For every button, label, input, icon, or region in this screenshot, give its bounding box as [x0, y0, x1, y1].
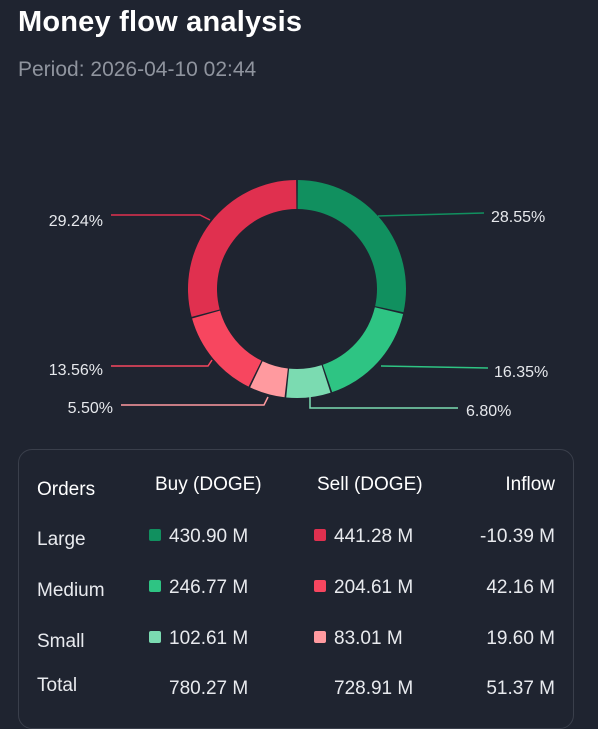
leader-line-buy-large [377, 212, 485, 217]
sell-large-swatch [314, 529, 326, 541]
row-medium-sell: 204.61 M [314, 577, 413, 599]
leader-line-sell-large [111, 214, 211, 221]
header-sell: Sell (DOGE) [317, 474, 423, 495]
row-small-sell: 83.01 M [314, 628, 403, 650]
leader-line-sell-medium [111, 359, 213, 367]
row-total-sell: 728.91 M [334, 678, 414, 699]
leader-line-buy-medium [380, 365, 489, 369]
donut-slice-sell-medium[interactable] [192, 310, 262, 387]
header-orders: Orders [37, 479, 96, 500]
donut-slice-buy-medium[interactable] [322, 307, 404, 393]
sell-small-swatch [314, 631, 326, 643]
row-total-inflow: 51.37 M [486, 678, 555, 699]
row-medium-buy: 246.77 M [149, 577, 248, 599]
donut-slice-buy-small[interactable] [286, 365, 331, 398]
donut-slice-sell-large[interactable] [188, 180, 297, 317]
row-large-buy: 430.90 M [149, 526, 248, 548]
header-inflow: Inflow [505, 474, 555, 495]
period-text: Period: 2026-04-10 02:44 [18, 58, 256, 82]
money-flow-donut-chart: 28.55% 16.35% 6.80% 5.50% 13.56% 29.24% [49, 180, 548, 420]
slice-label-sell-small: 5.50% [68, 400, 113, 417]
row-small-buy: 102.61 M [149, 628, 248, 650]
period-label: Period: [18, 58, 85, 81]
row-small-label: Small [37, 631, 85, 652]
slice-label-buy-medium: 16.35% [494, 364, 548, 381]
row-total-label: Total [37, 675, 78, 696]
row-total-buy: 780.27 M [169, 678, 249, 699]
slice-label-buy-large: 28.55% [491, 209, 545, 226]
donut-slice-buy-large[interactable] [297, 180, 406, 313]
buy-large-swatch [149, 529, 161, 541]
row-large-inflow: -10.39 M [480, 526, 555, 547]
period-value: 2026-04-10 02:44 [90, 58, 257, 81]
slice-label-sell-medium: 13.56% [49, 362, 103, 379]
orders-table-card: Orders Buy (DOGE) Sell (DOGE) Inflow Lar… [18, 449, 574, 729]
page-title: Money flow analysis [18, 6, 303, 38]
row-medium-label: Medium [37, 580, 105, 601]
row-large-sell: 441.28 M [314, 526, 413, 548]
header-buy: Buy (DOGE) [155, 474, 262, 495]
slice-label-buy-small: 6.80% [466, 403, 511, 420]
leader-line-sell-small [121, 396, 269, 406]
row-medium-inflow: 42.16 M [486, 577, 555, 598]
sell-medium-swatch [314, 580, 326, 592]
buy-medium-swatch [149, 580, 161, 592]
row-large-label: Large [37, 529, 86, 550]
leader-line-buy-small [309, 397, 458, 409]
slice-label-sell-large: 29.24% [49, 213, 103, 230]
donut-slice-sell-small[interactable] [250, 361, 288, 398]
buy-small-swatch [149, 631, 161, 643]
row-small-inflow: 19.60 M [486, 628, 555, 649]
